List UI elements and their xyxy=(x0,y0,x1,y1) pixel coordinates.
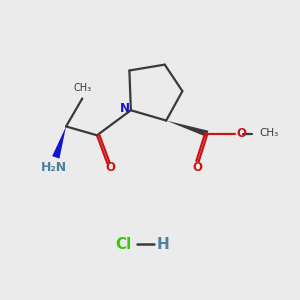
Text: N: N xyxy=(119,102,129,115)
Text: CH₃: CH₃ xyxy=(73,83,91,93)
Text: H: H xyxy=(157,237,169,252)
Text: O: O xyxy=(106,161,116,174)
Text: O: O xyxy=(237,127,247,140)
Text: H₂N: H₂N xyxy=(41,161,68,174)
Polygon shape xyxy=(166,121,208,137)
Text: CH₃: CH₃ xyxy=(260,128,279,138)
Polygon shape xyxy=(52,126,66,159)
Text: Cl: Cl xyxy=(116,237,132,252)
Text: O: O xyxy=(192,160,202,174)
